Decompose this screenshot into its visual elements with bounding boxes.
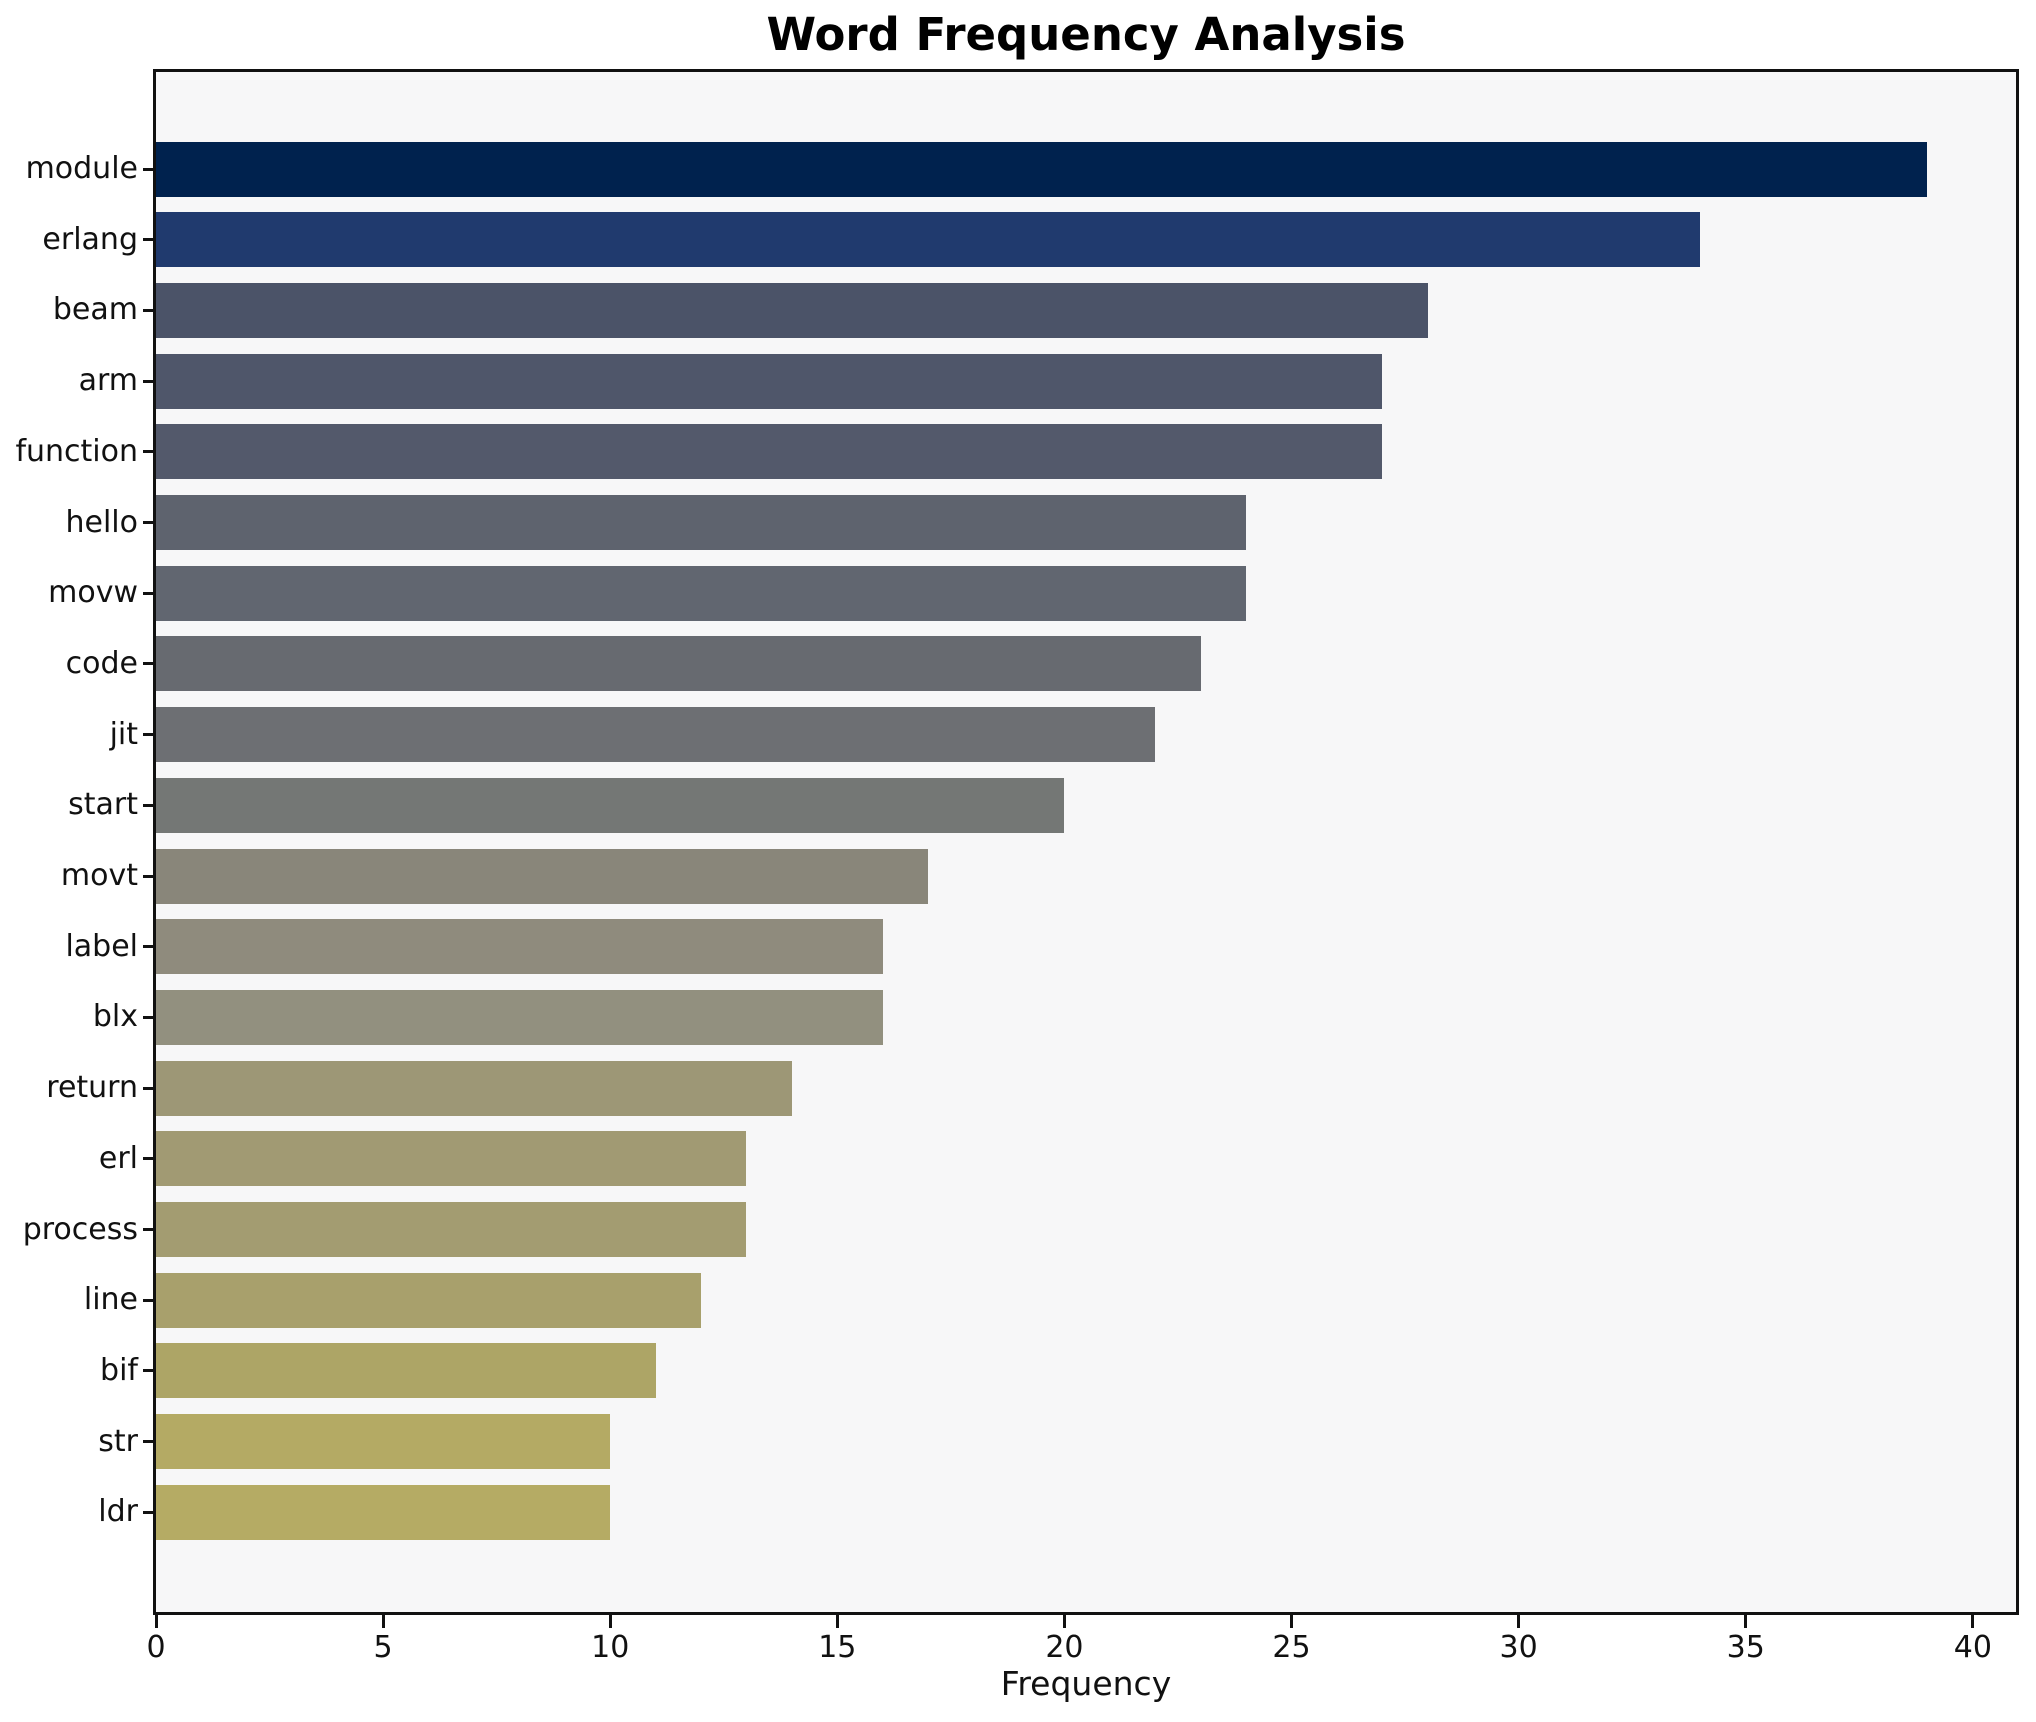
bar-bif [156,1343,656,1399]
y-tick-mark [143,1510,156,1514]
y-tick-mark [143,1369,156,1373]
y-tick-mark [143,1440,156,1444]
y-tick-label-str: str [98,1423,138,1459]
bar-module [156,141,1928,197]
x-tick-mark [1744,1615,1748,1628]
y-tick-mark [143,945,156,949]
y-tick-mark [143,238,156,242]
x-tick-mark [835,1615,839,1628]
bar-jit [156,707,1156,763]
bar-arm [156,353,1383,409]
bar-ldr [156,1484,611,1540]
plot-area [153,69,2019,1615]
bar-hello [156,495,1247,550]
y-tick-label-code: code [65,645,138,681]
y-tick-label-beam: beam [52,292,138,328]
y-tick-label-bif: bif [100,1352,138,1388]
bar-erlang [156,212,1701,268]
y-tick-label-label: label [65,928,138,964]
y-tick-mark [143,733,156,737]
y-tick-mark [143,662,156,666]
bar-code [156,636,1201,692]
y-tick-label-hello: hello [65,504,139,540]
bar-start [156,777,1065,833]
y-tick-mark [143,1298,156,1302]
bar-str [156,1414,611,1470]
x-tick-label-40: 40 [1953,1630,1992,1665]
bar-blx [156,989,883,1045]
x-tick-label-25: 25 [1272,1630,1311,1665]
y-tick-mark [143,379,156,383]
y-tick-mark [143,803,156,807]
x-axis-label: Frequency [1000,1664,1172,1703]
x-tick-label-10: 10 [591,1630,630,1665]
y-tick-label-function: function [15,433,138,469]
x-tick-mark [1290,1615,1294,1628]
bar-beam [156,282,1428,338]
x-tick-label-15: 15 [818,1630,857,1665]
y-tick-label-start: start [68,787,138,823]
y-tick-mark [143,1157,156,1161]
y-tick-label-movw: movw [48,575,138,611]
bar-function [156,424,1383,480]
bar-process [156,1202,747,1257]
y-tick-label-movt: movt [60,858,138,893]
y-tick-mark [143,521,156,524]
x-tick-mark [381,1615,385,1628]
chart-title: Word Frequency Analysis [766,8,1406,61]
bar-movt [156,848,929,904]
bar-label [156,919,883,975]
y-tick-mark [143,308,156,312]
y-tick-label-module: module [25,151,138,186]
x-tick-mark [1517,1615,1521,1628]
x-tick-mark [608,1615,612,1628]
y-tick-label-return: return [46,1070,138,1106]
bar-line [156,1272,702,1328]
y-tick-label-jit: jit [109,716,138,752]
bar-return [156,1060,792,1116]
y-tick-mark [143,1228,156,1231]
bar-erl [156,1131,747,1187]
x-tick-label-35: 35 [1726,1630,1765,1665]
y-tick-mark [143,1015,156,1019]
y-tick-label-ldr: ldr [98,1494,138,1530]
y-tick-label-blx: blx [92,999,138,1035]
x-tick-mark [154,1615,158,1628]
x-tick-label-0: 0 [146,1630,166,1665]
x-tick-mark [1971,1615,1975,1628]
y-tick-label-arm: arm [78,363,138,399]
y-tick-mark [143,167,156,171]
y-tick-label-erl: erl [98,1140,138,1176]
y-tick-mark [143,1086,156,1090]
bar-movw [156,565,1247,621]
x-tick-label-30: 30 [1499,1630,1538,1665]
y-tick-label-process: process [22,1211,138,1247]
y-tick-mark [143,450,156,454]
x-tick-mark [1062,1615,1066,1628]
y-tick-mark [143,591,156,595]
x-tick-label-20: 20 [1045,1630,1084,1665]
y-tick-label-line: line [83,1282,138,1318]
y-tick-label-erlang: erlang [42,221,138,257]
x-tick-label-5: 5 [373,1630,393,1665]
y-tick-mark [143,874,156,878]
